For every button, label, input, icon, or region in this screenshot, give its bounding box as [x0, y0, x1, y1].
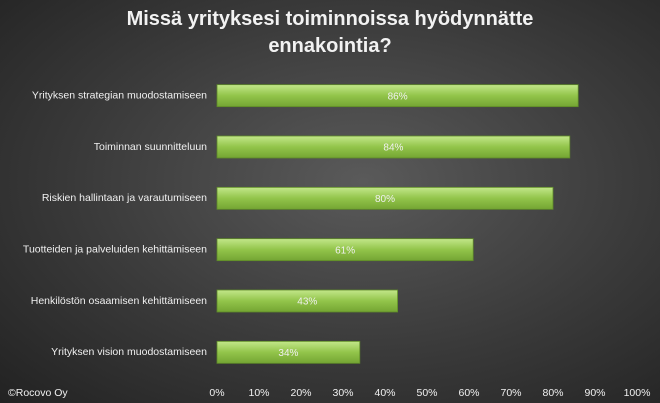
x-tick-label: 80%: [542, 387, 563, 399]
x-tick-label: 100%: [624, 387, 651, 399]
x-tick-label: 10%: [248, 387, 269, 399]
y-tick-label: Henkilöstön osaamisen kehittämiseen: [31, 295, 207, 307]
value-label: 34%: [278, 348, 298, 359]
bar: [216, 340, 361, 364]
value-label: 84%: [383, 143, 403, 154]
y-tick-label: Riskien hallintaan ja varautumiseen: [42, 192, 207, 204]
value-label: 80%: [375, 194, 395, 205]
x-tick-label: 20%: [290, 387, 311, 399]
value-label: 61%: [335, 245, 355, 256]
y-tick-label: Tuotteiden ja palveluiden kehittämiseen: [23, 243, 207, 255]
x-tick-label: 40%: [374, 387, 395, 399]
x-tick-label: 50%: [416, 387, 437, 399]
x-tick-label: 60%: [458, 387, 479, 399]
chart-title: Missä yrityksesi toiminnoissa hyödynnätt…: [126, 8, 534, 57]
y-tick-label: Yrityksen vision muodostamiseen: [51, 346, 207, 358]
bar: [216, 186, 554, 210]
bar: [216, 135, 571, 159]
bar: [216, 289, 399, 313]
value-label: 43%: [297, 297, 317, 308]
value-label: 86%: [388, 91, 408, 102]
x-tick-label: 70%: [500, 387, 521, 399]
x-tick-label: 30%: [332, 387, 353, 399]
y-tick-label: Yrityksen strategian muodostamiseen: [32, 89, 207, 101]
source: ©Rocovo Oy: [8, 387, 68, 399]
y-tick-label: Toiminnan suunnitteluun: [94, 141, 207, 153]
bar: [216, 84, 579, 108]
x-tick-label: 90%: [584, 387, 605, 399]
x-tick-label: 0%: [209, 387, 224, 399]
bar: [216, 238, 474, 262]
